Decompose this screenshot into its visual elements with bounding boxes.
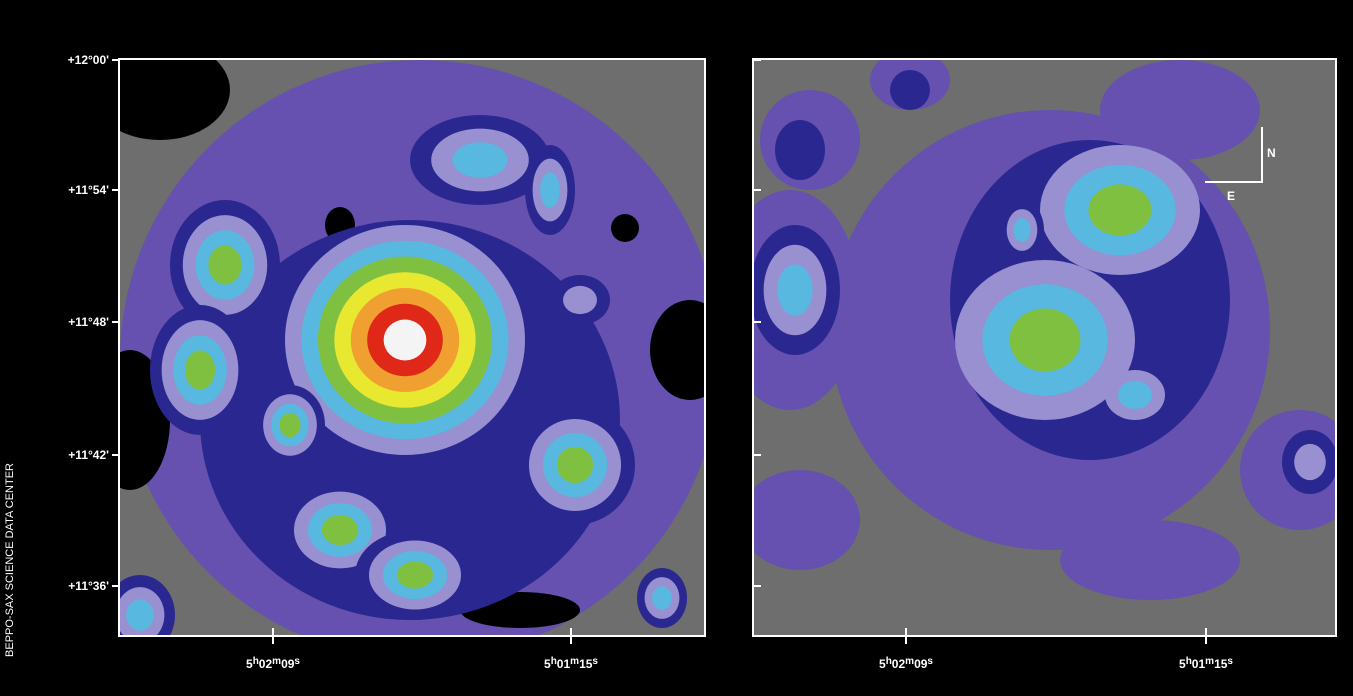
contour [1294, 444, 1326, 480]
compass-n: N [1267, 146, 1276, 160]
contour [775, 120, 825, 180]
left-panel-image [90, 40, 730, 660]
contour [279, 413, 300, 437]
y-tick-label: +11°36' [68, 579, 109, 593]
right-panel-image [720, 50, 1353, 636]
contour [126, 599, 154, 631]
contour [890, 70, 930, 110]
label-part: 02 [892, 657, 906, 671]
contour [452, 142, 507, 177]
contour [1118, 381, 1152, 409]
label-part: m [272, 656, 281, 667]
contour [540, 172, 560, 207]
contour [1060, 520, 1240, 600]
label-part: m [570, 656, 579, 667]
label-part: 01 [557, 657, 571, 671]
contour [777, 264, 812, 315]
compass-e: E [1227, 189, 1235, 203]
contour [384, 320, 427, 361]
label-part: 09 [281, 657, 295, 671]
contour [1088, 184, 1151, 235]
y-tick-label: +11°48' [68, 315, 109, 329]
contour [1013, 218, 1030, 242]
contour [397, 561, 433, 588]
contour [322, 515, 358, 545]
y-tick-label: +12°00' [68, 53, 110, 67]
contour [740, 470, 860, 570]
label-part: s [294, 656, 300, 667]
label-part: m [1205, 656, 1214, 667]
label-part: s [927, 656, 933, 667]
credit: BEPPO-SAX SCIENCE DATA CENTER [4, 463, 16, 657]
label-part: 09 [914, 657, 928, 671]
label-part: 15 [579, 657, 593, 671]
y-tick-label: +11°54' [68, 183, 109, 197]
void [611, 214, 639, 242]
label-part: 15 [1214, 657, 1228, 671]
contour [208, 245, 241, 284]
contour [563, 286, 597, 314]
label-part: 01 [1192, 657, 1206, 671]
contour [185, 350, 215, 389]
label-part: 02 [259, 657, 273, 671]
figure: BEPPO-SAX SCIENCE DATA CENTER +12°00' +11… [0, 0, 1353, 691]
contour [1010, 308, 1081, 371]
contour [652, 586, 672, 610]
label-part: m [905, 656, 914, 667]
label-part: s [592, 656, 598, 667]
contour [557, 447, 593, 483]
y-tick-label: +11°42' [68, 448, 109, 462]
label-part: s [1227, 656, 1233, 667]
